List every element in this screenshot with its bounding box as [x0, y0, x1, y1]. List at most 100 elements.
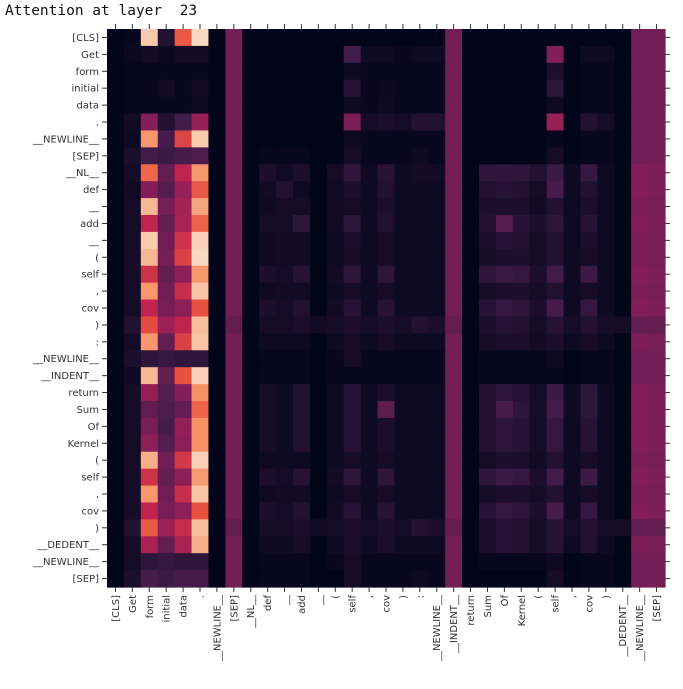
heatmap-cell [529, 79, 548, 98]
x-tick-label: , [365, 595, 376, 598]
heatmap-cell [293, 401, 311, 419]
heatmap-cell [377, 570, 396, 588]
heatmap-cell [377, 96, 396, 115]
heatmap-cell [123, 299, 142, 318]
heatmap-cell [597, 299, 615, 318]
heatmap-cell [107, 434, 125, 453]
heatmap-cell [123, 468, 142, 487]
heatmap-cell [445, 502, 463, 520]
heatmap-cell [123, 451, 142, 470]
heatmap-cell [259, 502, 277, 520]
heatmap-cell [445, 265, 463, 284]
heatmap-cell [242, 485, 260, 504]
heatmap-cell [377, 164, 396, 182]
heatmap-cell [512, 519, 531, 537]
heatmap-cell [495, 79, 514, 98]
heatmap-cell [394, 316, 412, 334]
x-tick-label: : [415, 595, 426, 598]
heatmap-cell [225, 333, 243, 351]
heatmap-cell [174, 485, 193, 504]
heatmap-cell [343, 434, 362, 453]
heatmap-cell [309, 198, 328, 216]
heatmap-cell [309, 553, 328, 571]
heatmap-cell [563, 384, 582, 402]
heatmap-cell [428, 29, 446, 47]
heatmap-cell [512, 248, 531, 267]
heatmap-cell [495, 502, 514, 520]
heatmap-cell [259, 265, 277, 284]
heatmap-cell [394, 29, 412, 47]
heatmap-cell [546, 434, 565, 453]
heatmap-cell [293, 316, 311, 334]
heatmap-cell [326, 299, 345, 318]
heatmap-cell [563, 282, 582, 301]
heatmap-cell [580, 248, 598, 267]
heatmap-cell [563, 333, 582, 351]
heatmap-cell [174, 316, 193, 334]
heatmap-cell [563, 29, 582, 47]
heatmap-cell [479, 384, 497, 402]
heatmap-cell [191, 468, 210, 487]
y-tick-label: initial [72, 84, 100, 95]
heatmap-cell [648, 62, 666, 81]
heatmap-cell [512, 485, 531, 504]
heatmap-cell [546, 350, 565, 368]
heatmap-cell [191, 485, 210, 504]
heatmap-cell [462, 96, 480, 115]
heatmap-cell [648, 485, 666, 504]
heatmap-cell [343, 198, 362, 216]
heatmap-cell [242, 231, 260, 250]
x-tick-label: cov [584, 595, 595, 613]
heatmap-cell [512, 570, 531, 588]
heatmap-cell [495, 164, 514, 182]
heatmap-cell [529, 468, 548, 487]
heatmap-cell [293, 215, 311, 233]
heatmap-cell [360, 553, 379, 571]
heatmap-cell [360, 113, 379, 132]
heatmap-cell [462, 265, 480, 284]
heatmap-cell [631, 79, 649, 98]
heatmap-cell [360, 130, 379, 148]
heatmap-cell [242, 45, 260, 64]
heatmap-cell [191, 113, 210, 132]
heatmap-cell [276, 417, 294, 436]
heatmap-cell [242, 79, 260, 98]
heatmap-cell [648, 316, 666, 334]
heatmap-cell [394, 181, 412, 199]
heatmap-cell [293, 198, 311, 216]
heatmap-cell [343, 350, 362, 368]
heatmap-cell [225, 147, 243, 165]
heatmap-cell [597, 181, 615, 199]
heatmap-cell [225, 164, 243, 182]
heatmap-cell [343, 367, 362, 385]
heatmap-cell [259, 468, 277, 487]
heatmap-cell [462, 485, 480, 504]
heatmap-cell [208, 96, 226, 115]
heatmap-cell [140, 451, 159, 470]
heatmap-cell [394, 130, 412, 148]
heatmap-cell [326, 45, 345, 64]
heatmap-cell [394, 451, 412, 470]
heatmap-cell [293, 248, 311, 267]
heatmap-cell [394, 164, 412, 182]
heatmap-cell [462, 468, 480, 487]
y-tick-label: __ [88, 236, 100, 247]
heatmap-cell [512, 367, 531, 385]
heatmap-cell [614, 231, 632, 250]
heatmap-cell [191, 299, 210, 318]
heatmap-cell [107, 350, 125, 368]
heatmap-cell [512, 45, 531, 64]
heatmap-cell [157, 485, 176, 504]
heatmap-cell [276, 29, 294, 47]
heatmap-cell [343, 401, 362, 419]
heatmap-cell [512, 434, 531, 453]
x-tick-label: self [551, 595, 562, 613]
heatmap-cell [631, 451, 649, 470]
heatmap-cell [495, 45, 514, 64]
heatmap-cell [107, 519, 125, 537]
heatmap-cell [411, 384, 429, 402]
heatmap-cell [123, 29, 142, 47]
heatmap-cell [495, 468, 514, 487]
heatmap-cell [208, 265, 226, 284]
heatmap-cell [343, 231, 362, 250]
